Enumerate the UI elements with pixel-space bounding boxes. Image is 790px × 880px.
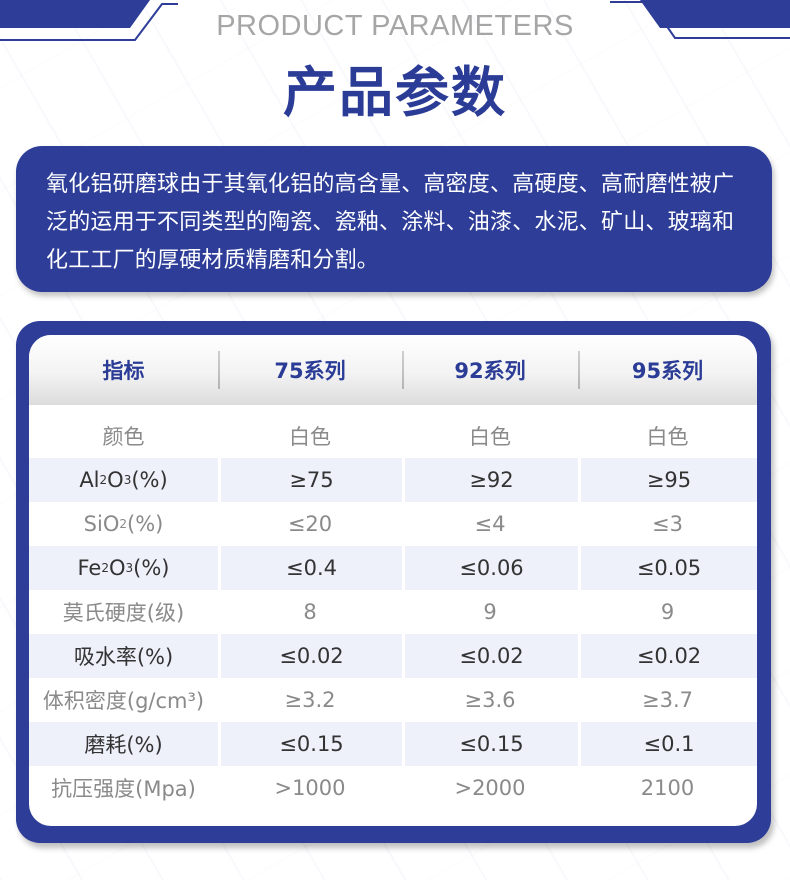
cell-75: ≤20 xyxy=(287,512,333,536)
row-label: Al 2 O 3 (%) xyxy=(29,458,218,502)
row-label: 颜色 xyxy=(102,425,145,449)
table-header-row: 指标 75系列 92系列 95系列 xyxy=(29,335,757,405)
cell-92: 白色 xyxy=(469,425,511,449)
cell-92: ≤0.02 xyxy=(402,634,578,678)
section-subtitle-english: PRODUCT PARAMETERS xyxy=(216,10,574,42)
cell-92: ≤4 xyxy=(474,512,506,536)
row-label: SiO 2 (%) xyxy=(83,512,164,536)
header-indicator: 指标 xyxy=(102,359,145,383)
description-text: 氧化铝研磨球由于其氧化铝的高含量、高密度、高硬度、高耐磨性被广泛的运用于不同类型… xyxy=(46,172,735,273)
cell-75: ≤0.4 xyxy=(218,546,402,590)
parameters-table-frame: 指标 75系列 92系列 95系列 颜色 白色 白色 白色 Al 2 O 3 (%) ≥… xyxy=(16,321,771,843)
description-box: 氧化铝研磨球由于其氧化铝的高含量、高密度、高硬度、高耐磨性被广泛的运用于不同类型… xyxy=(16,146,772,292)
cell-92: ≤0.15 xyxy=(402,722,578,766)
section-title: 产品参数 xyxy=(283,61,507,124)
header-series-95: 95系列 xyxy=(578,335,757,405)
cell-95: 白色 xyxy=(646,425,689,449)
cell-75: ≥75 xyxy=(218,458,402,502)
table-row-water-absorption: 吸水率(%) ≤0.02 ≤0.02 ≤0.02 xyxy=(29,634,757,678)
cell-92: ≥92 xyxy=(402,458,578,502)
cell-75: 8 xyxy=(303,600,317,624)
cell-75: 白色 xyxy=(289,425,331,449)
header-series-92: 92系列 xyxy=(402,335,578,405)
table-row-sio2: SiO 2 (%) ≤20 ≤4 ≤3 xyxy=(29,502,757,546)
table-row-color: 颜色 白色 白色 白色 xyxy=(29,414,757,458)
cell-92: >2000 xyxy=(454,776,526,800)
cell-95: ≤0.02 xyxy=(578,634,757,678)
cell-95: ≤3 xyxy=(652,512,683,536)
header-decoration-right xyxy=(610,0,790,39)
row-label: Fe 2 O 3 (%) xyxy=(29,546,218,590)
cell-92: ≥3.6 xyxy=(464,688,516,712)
cell-95: ≥3.7 xyxy=(642,688,693,712)
cell-95: 2100 xyxy=(640,776,695,800)
table-row-wear: 磨耗(%) ≤0.15 ≤0.15 ≤0.1 xyxy=(29,722,757,766)
table-body: 颜色 白色 白色 白色 Al 2 O 3 (%) ≥75 ≥92 ≥95 SiO 2 (%)… xyxy=(29,405,757,810)
table-row-al2o3: Al 2 O 3 (%) ≥75 ≥92 ≥95 xyxy=(29,458,757,502)
cell-95: ≤0.1 xyxy=(578,722,757,766)
row-label: 吸水率(%) xyxy=(29,634,218,678)
row-label: 体积密度(g/cm³) xyxy=(42,689,205,713)
header-decoration-left xyxy=(0,0,178,41)
header-series-75: 75系列 xyxy=(218,335,402,405)
table-row-bulk-density: 体积密度(g/cm³) ≥3.2 ≥3.6 ≥3.7 xyxy=(29,678,757,722)
cell-75: ≥3.2 xyxy=(284,688,336,712)
row-label: 磨耗(%) xyxy=(29,722,218,766)
parameters-table: 指标 75系列 92系列 95系列 颜色 白色 白色 白色 Al 2 O 3 (%) ≥… xyxy=(29,335,757,826)
row-label: 莫氏硬度(级) xyxy=(62,601,185,625)
table-row-compressive-strength: 抗压强度(Mpa) >1000 >2000 2100 xyxy=(29,766,757,810)
cell-75: ≤0.15 xyxy=(218,722,402,766)
cell-75: ≤0.02 xyxy=(218,634,402,678)
cell-92: 9 xyxy=(483,600,497,624)
cell-75: >1000 xyxy=(274,776,346,800)
row-label: 抗压强度(Mpa) xyxy=(51,777,196,801)
table-row-fe2o3: Fe 2 O 3 (%) ≤0.4 ≤0.06 ≤0.05 xyxy=(29,546,757,590)
cell-95: 9 xyxy=(660,600,675,624)
cell-92: ≤0.06 xyxy=(402,546,578,590)
table-row-mohs-hardness: 莫氏硬度(级) 8 9 9 xyxy=(29,590,757,634)
cell-95: ≥95 xyxy=(578,458,757,502)
cell-95: ≤0.05 xyxy=(578,546,757,590)
